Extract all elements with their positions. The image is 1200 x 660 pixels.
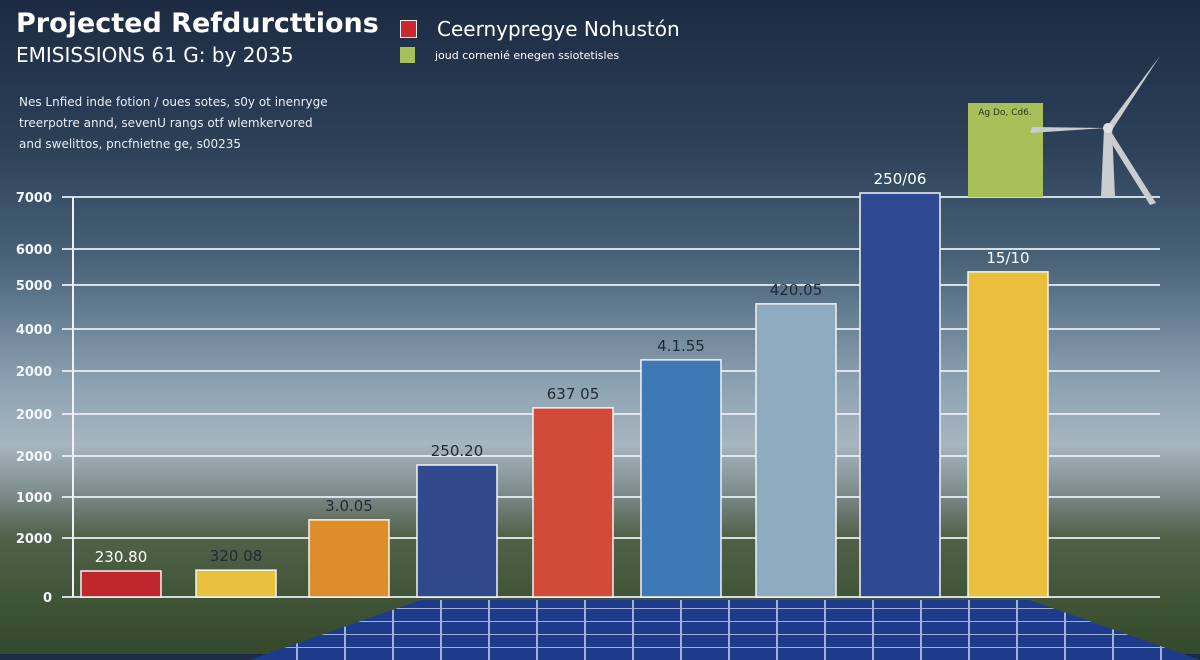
bar-value-label: 250/06 — [874, 170, 927, 188]
bar — [532, 407, 614, 598]
y-tick-label: 7000 — [16, 191, 52, 206]
y-tick-label: 1000 — [16, 491, 52, 506]
description-line: Nes Lnfied inde fotion / oues sotes, s0y… — [19, 95, 328, 109]
legend-label: Ceernypregye Nohustón — [437, 17, 680, 41]
solar-panels-image — [250, 600, 1200, 660]
turbine-blade — [1030, 127, 1106, 133]
bar-value-label: 420.05 — [770, 281, 823, 299]
y-tick-label: 4000 — [16, 323, 52, 338]
legend-item: Ceernypregye Nohustón — [400, 17, 680, 41]
bar-value-label: 637 05 — [547, 385, 600, 403]
y-tick-label: 2000 — [16, 532, 52, 547]
bar-value-label: 4.1.55 — [657, 337, 705, 355]
green-box-label: Ag Do, Cd6. — [978, 108, 1031, 118]
bar — [640, 359, 722, 598]
bar-value-label: 15/10 — [986, 249, 1029, 267]
turbine-blade — [1108, 56, 1160, 130]
chart-title: Projected Refdurcttions — [16, 8, 379, 39]
bar — [308, 519, 390, 598]
bar-value-label: 250.20 — [431, 442, 484, 460]
description-line: and swelittos, pncfnietne ge, s00235 — [19, 137, 242, 151]
y-tick-label: 2000 — [16, 408, 52, 423]
bar — [195, 569, 277, 598]
turbine-hub — [1103, 123, 1113, 133]
y-tick-label: 2000 — [16, 450, 52, 465]
bar — [80, 570, 162, 598]
wind-turbine-icon — [1101, 128, 1115, 197]
bar-value-label: 3.0.05 — [325, 497, 373, 515]
chart-description: Nes Lnfied inde fotion / oues sotes, s0y… — [19, 92, 349, 155]
bar — [967, 271, 1049, 598]
bar-value-label: 320 08 — [210, 547, 263, 565]
bar-value-label: 230.80 — [95, 548, 148, 566]
legend-swatch — [400, 47, 415, 63]
legend-item: joud cornenié enegen ssiotetisles — [400, 47, 619, 63]
turbine-blade — [1105, 130, 1156, 205]
bar — [416, 464, 498, 598]
bar — [755, 303, 837, 598]
legend-label: joud cornenié enegen ssiotetisles — [435, 48, 620, 62]
green-box — [968, 103, 1043, 197]
chart-subtitle: EMISISSIONS 61 G: by 2035 — [16, 43, 294, 67]
y-tick-label: 2000 — [16, 365, 52, 380]
bar — [859, 192, 941, 598]
y-tick-label: 5000 — [16, 279, 52, 294]
y-tick-label: 6000 — [16, 243, 52, 258]
legend-swatch — [400, 20, 417, 38]
description-line: treerpotre annd, sevenU rangs otf wlemke… — [19, 116, 313, 130]
y-tick-label: 0 — [43, 591, 52, 606]
